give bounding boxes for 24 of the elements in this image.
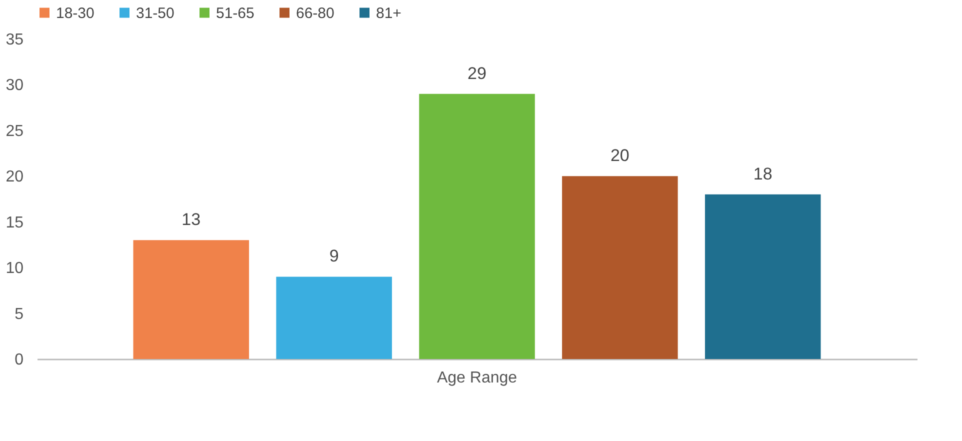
bar (562, 176, 678, 359)
bar (419, 94, 535, 359)
legend-label: 51-65 (216, 4, 254, 22)
y-tick-label: 15 (6, 214, 24, 232)
bar (133, 240, 250, 359)
legend-label: 66-80 (296, 4, 334, 22)
bar (276, 276, 392, 359)
data-label: 9 (329, 246, 339, 266)
legend-label: 31-50 (136, 4, 174, 22)
y-tick-label: 20 (6, 168, 24, 186)
y-tick-label: 0 (14, 352, 24, 368)
x-tick-label: Age Range (436, 370, 518, 386)
data-label: 18 (753, 164, 772, 184)
y-tick-label: 25 (6, 122, 24, 140)
y-tick-label: 5 (14, 306, 24, 323)
data-label: 20 (610, 146, 630, 166)
y-tick-label: 35 (6, 32, 24, 48)
bar (704, 194, 821, 359)
data-label: 29 (468, 64, 486, 83)
y-tick-label: 10 (6, 260, 24, 278)
legend-label: 18-30 (56, 4, 94, 22)
data-label: 13 (182, 210, 201, 230)
legend-label: 81+ (376, 4, 402, 22)
y-tick-label: 30 (6, 77, 24, 94)
